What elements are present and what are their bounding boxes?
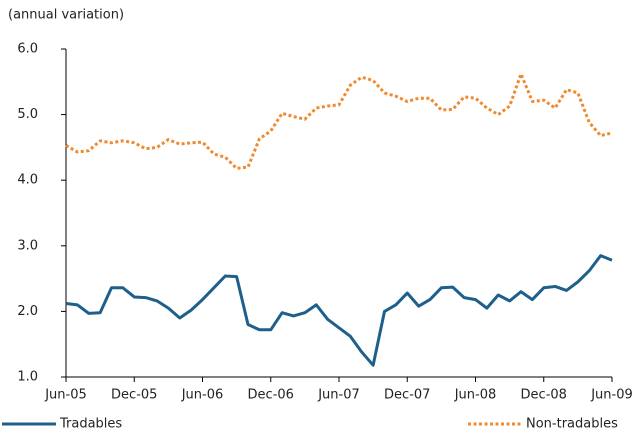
line-series	[65, 72, 613, 170]
y-tick-label: 6.0	[17, 42, 38, 57]
x-tick-label: Dec-08	[521, 388, 567, 403]
x-tick-label: Dec-05	[111, 388, 157, 403]
x-tick-label: Dec-07	[384, 388, 430, 403]
y-tick-label: 1.0	[17, 370, 38, 385]
x-tick-label: Jun-06	[181, 388, 224, 403]
x-tick-label: Jun-07	[317, 388, 360, 403]
x-tick-label: Jun-05	[44, 388, 87, 403]
legend-label: Non-tradables	[526, 417, 618, 432]
y-tick-label: 2.0	[17, 304, 38, 319]
y-tick-label: 3.0	[17, 238, 38, 253]
line-series	[65, 254, 613, 367]
y-axis-label: (annual variation)	[8, 8, 124, 23]
x-tick-label: Dec-06	[248, 388, 294, 403]
legend-label: Tradables	[59, 417, 122, 432]
y-tick-label: 5.0	[17, 107, 38, 122]
y-tick-label: 4.0	[17, 173, 38, 188]
x-tick-label: Jun-09	[590, 388, 633, 403]
x-tick-label: Jun-08	[454, 388, 497, 403]
